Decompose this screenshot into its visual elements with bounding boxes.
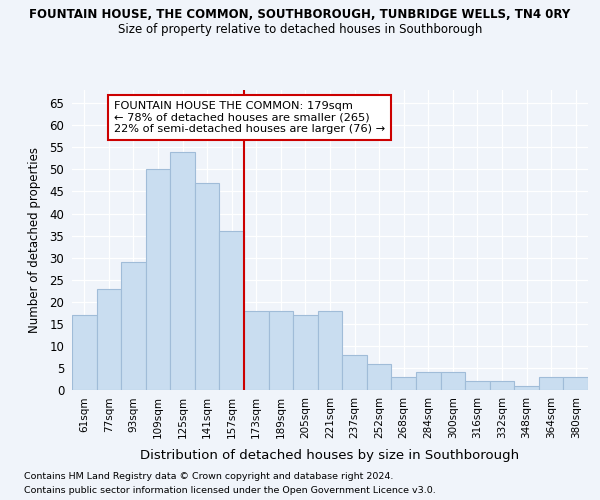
Text: Contains HM Land Registry data © Crown copyright and database right 2024.: Contains HM Land Registry data © Crown c…	[24, 472, 394, 481]
Y-axis label: Number of detached properties: Number of detached properties	[28, 147, 41, 333]
Bar	[220, 231, 244, 390]
Bar	[146, 170, 170, 390]
Bar	[539, 377, 563, 390]
Bar	[318, 310, 342, 390]
Bar	[563, 377, 588, 390]
Bar	[97, 288, 121, 390]
X-axis label: Distribution of detached houses by size in Southborough: Distribution of detached houses by size …	[140, 450, 520, 462]
Bar	[269, 310, 293, 390]
Bar	[367, 364, 391, 390]
Text: Contains public sector information licensed under the Open Government Licence v3: Contains public sector information licen…	[24, 486, 436, 495]
Bar	[195, 182, 220, 390]
Bar	[490, 381, 514, 390]
Text: FOUNTAIN HOUSE, THE COMMON, SOUTHBOROUGH, TUNBRIDGE WELLS, TN4 0RY: FOUNTAIN HOUSE, THE COMMON, SOUTHBOROUGH…	[29, 8, 571, 20]
Bar	[170, 152, 195, 390]
Bar	[514, 386, 539, 390]
Bar	[391, 377, 416, 390]
Bar	[293, 315, 318, 390]
Bar	[72, 315, 97, 390]
Bar	[440, 372, 465, 390]
Text: FOUNTAIN HOUSE THE COMMON: 179sqm
← 78% of detached houses are smaller (265)
22%: FOUNTAIN HOUSE THE COMMON: 179sqm ← 78% …	[114, 101, 385, 134]
Bar	[465, 381, 490, 390]
Bar	[244, 310, 269, 390]
Bar	[121, 262, 146, 390]
Bar	[342, 354, 367, 390]
Text: Size of property relative to detached houses in Southborough: Size of property relative to detached ho…	[118, 22, 482, 36]
Bar	[416, 372, 440, 390]
